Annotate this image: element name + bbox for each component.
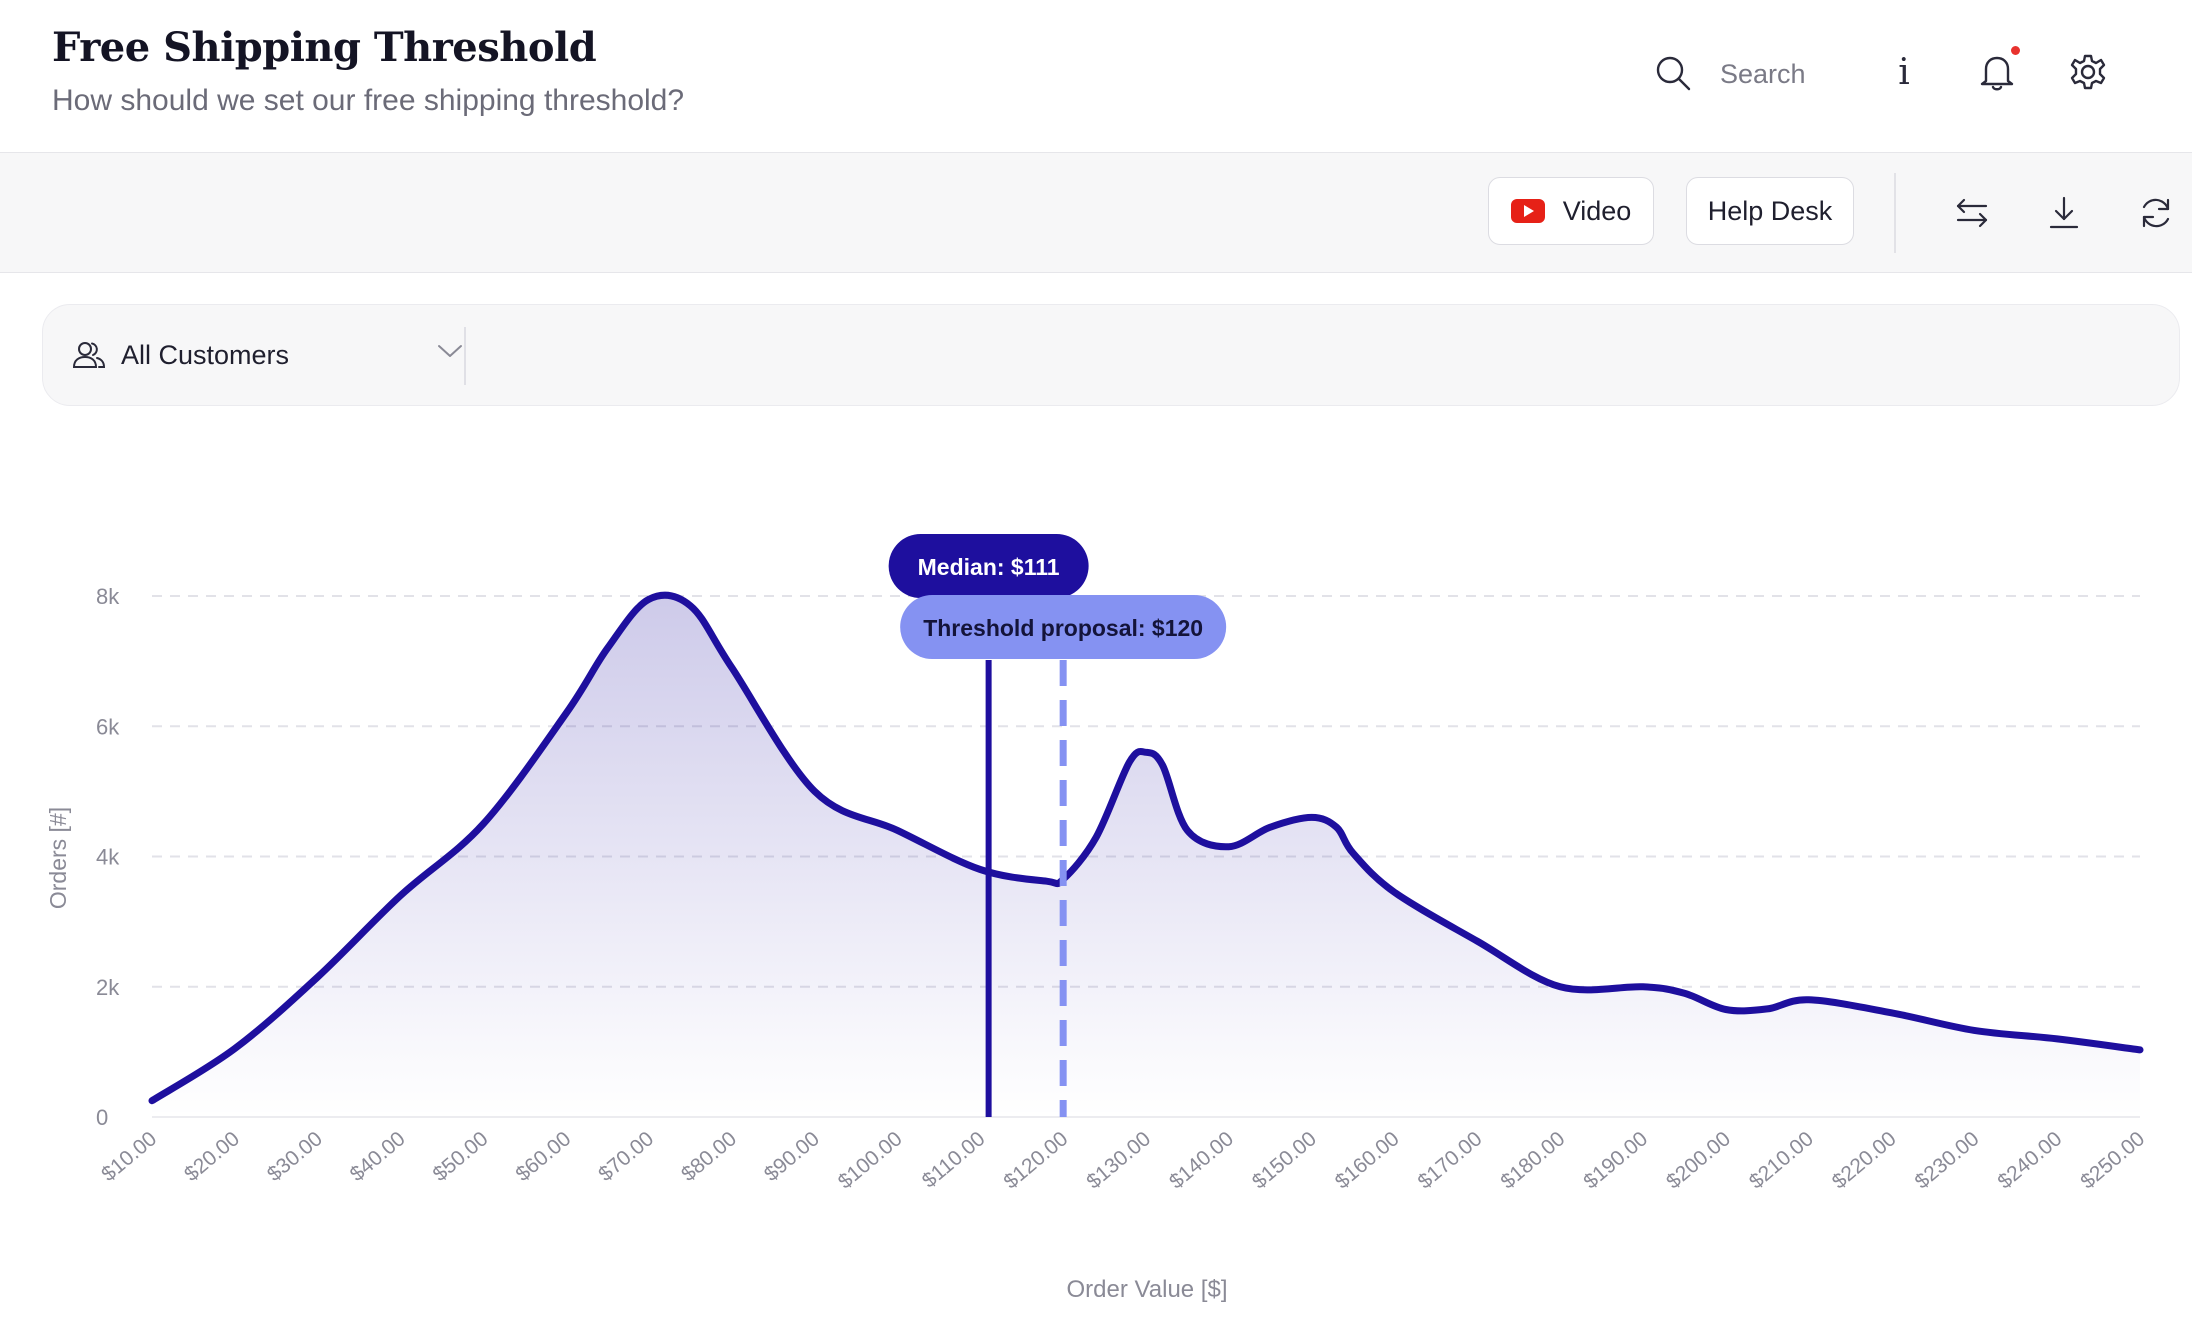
video-button-label: Video: [1562, 195, 1632, 226]
youtube-play-icon: [1510, 199, 1545, 223]
distribution-line: [148, 591, 2144, 1105]
toolbar-divider: [1894, 173, 1896, 253]
y-tick-label: 6k: [96, 714, 120, 739]
x-tick-label: $250.00: [2076, 1127, 2149, 1193]
notification-bell-icon[interactable]: [1975, 50, 2019, 94]
y-tick-label: 4k: [96, 845, 120, 870]
x-tick-label: $50.00: [429, 1127, 493, 1186]
y-axis-label: Orders [#]: [45, 807, 71, 909]
download-icon[interactable]: [2042, 191, 2086, 235]
median-badge: [888, 534, 1089, 598]
help-desk-button[interactable]: Help Desk: [1686, 177, 1854, 245]
x-tick-label: $180.00: [1496, 1127, 1569, 1193]
x-tick-label: $100.00: [834, 1127, 907, 1193]
x-tick-label: $240.00: [1993, 1127, 2066, 1193]
x-tick-label: $20.00: [180, 1127, 244, 1186]
chevron-down-icon: [438, 345, 462, 357]
x-axis-label: Order Value [$]: [1067, 1276, 1228, 1303]
x-tick-label: $30.00: [263, 1127, 327, 1186]
x-tick-label: $120.00: [999, 1127, 1072, 1193]
x-tick-label: $80.00: [677, 1127, 741, 1186]
median-badge-label: Median: $111: [918, 554, 1060, 580]
distribution-area: [152, 595, 2140, 1117]
x-tick-label: $130.00: [1082, 1127, 1155, 1193]
x-tick-label: $140.00: [1165, 1127, 1238, 1193]
x-tick-label: $230.00: [1911, 1127, 1984, 1193]
search-icon: [1656, 56, 1691, 91]
y-tick-label: 8k: [96, 584, 120, 609]
swap-arrows-icon[interactable]: [1950, 191, 1994, 235]
toolbar: Video Help Desk: [0, 153, 2192, 273]
y-tick-label: 0: [96, 1105, 108, 1130]
filter-bar: All Customers: [42, 304, 2180, 406]
x-tick-label: $220.00: [1828, 1127, 1901, 1193]
x-tick-label: $10.00: [97, 1127, 161, 1186]
threshold-badge-label: Threshold proposal: $120: [923, 615, 1203, 641]
x-tick-label: $90.00: [760, 1127, 824, 1186]
video-button[interactable]: Video: [1488, 177, 1654, 245]
x-tick-label: $60.00: [511, 1127, 575, 1186]
customer-segment-value: All Customers: [121, 339, 290, 370]
help-desk-button-label: Help Desk: [1707, 195, 1833, 226]
page-header: Free Shipping Threshold How should we se…: [0, 0, 2192, 153]
y-tick-label: 2k: [96, 975, 120, 1000]
x-tick-label: $190.00: [1579, 1127, 1652, 1193]
info-icon[interactable]: i: [1898, 51, 1910, 93]
settings-gear-icon[interactable]: [2066, 50, 2110, 94]
refresh-icon[interactable]: [2134, 191, 2178, 235]
notification-dot: [2011, 46, 2020, 55]
x-tick-label: $200.00: [1662, 1127, 1735, 1193]
users-icon: [73, 342, 105, 368]
search-placeholder: Search: [1720, 58, 1806, 89]
x-tick-label: $40.00: [346, 1127, 410, 1186]
x-tick-label: $70.00: [594, 1127, 658, 1186]
threshold-badge: [900, 595, 1227, 659]
search-box[interactable]: Search: [1654, 52, 1806, 96]
x-tick-label: $150.00: [1248, 1127, 1321, 1193]
x-tick-label: $110.00: [918, 1127, 990, 1192]
page-subtitle: How should we set our free shipping thre…: [52, 84, 685, 117]
filter-divider: [464, 327, 466, 385]
customer-segment-select[interactable]: All Customers: [73, 325, 463, 385]
page-title: Free Shipping Threshold: [52, 24, 597, 71]
x-tick-label: $210.00: [1745, 1127, 1818, 1193]
x-tick-label: $170.00: [1414, 1127, 1487, 1193]
order-value-distribution-chart: 0 2k 4k 6k 8k $10.00 $20.00 $30.00 $40.00 $50.00…: [45, 534, 2149, 1303]
x-tick-label: $160.00: [1331, 1127, 1404, 1193]
